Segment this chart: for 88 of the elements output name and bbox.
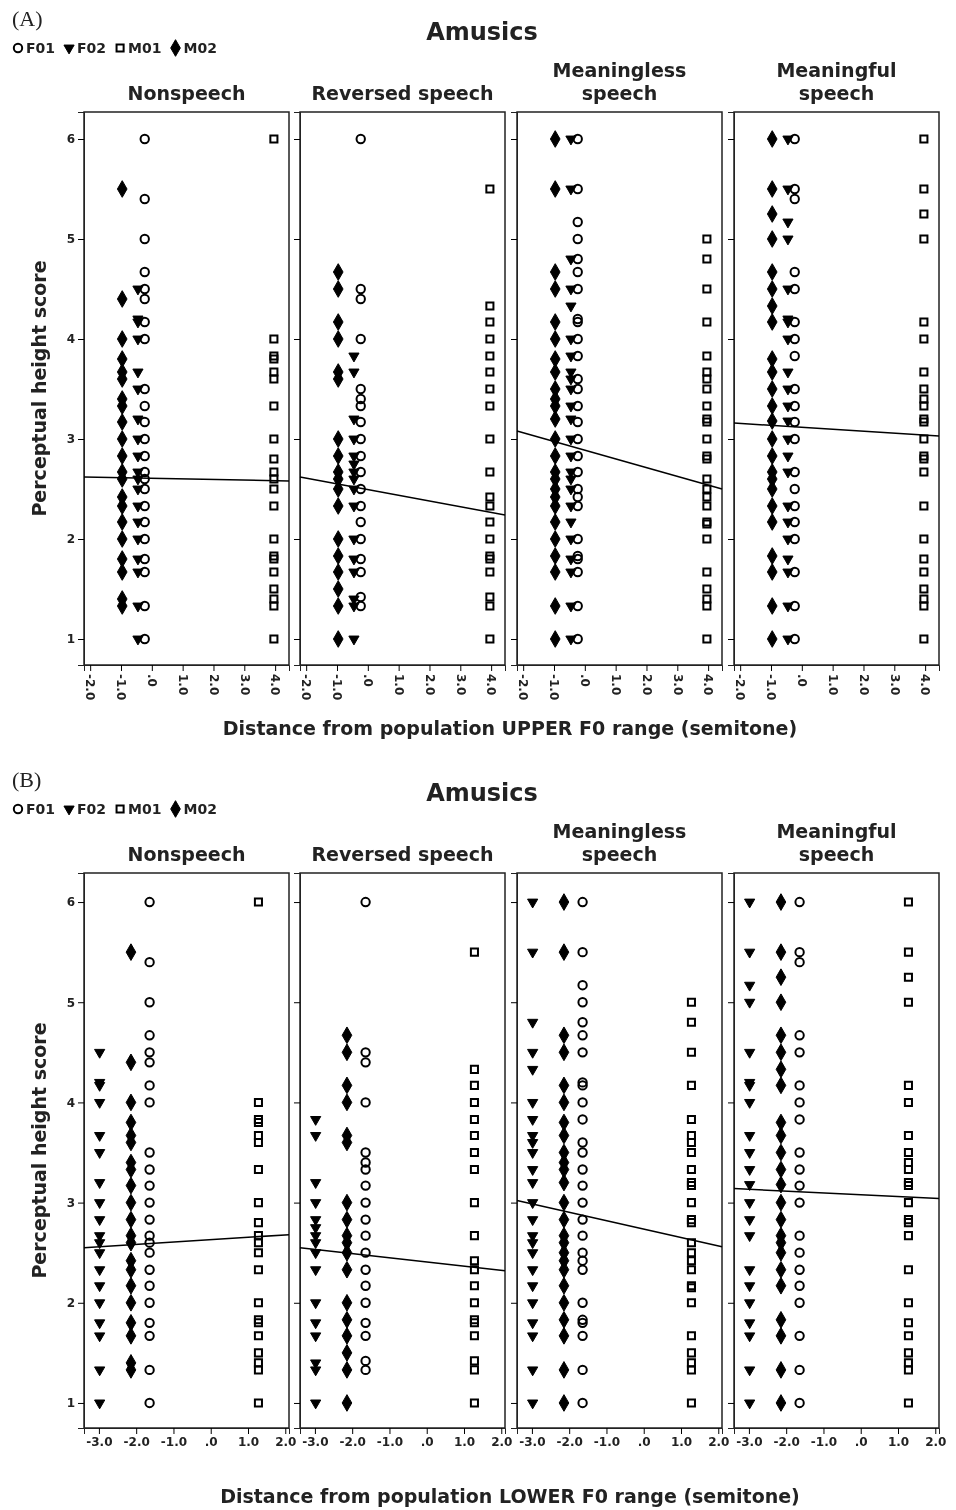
x-tick-label: -1.0 [764,674,779,701]
legend-label: F02 [77,801,107,817]
x-tick-label: -2.0 [773,1434,800,1449]
x-tick-label: 2.0 [275,1434,297,1449]
legend-label: F01 [26,801,56,817]
text: (B) [12,767,42,792]
x-tick-label: -1.0 [593,1434,621,1449]
x-tick-label: -3.0 [736,1434,763,1449]
x-tick-label: -1.0 [330,674,345,701]
chart-subtitle: Meaningful speech [776,820,897,865]
x-tick-label: -3.0 [86,1434,113,1449]
x-tick-label: .0 [361,674,376,687]
x-tick-label: 4.0 [268,674,283,696]
x-tick-label: 2.0 [708,1434,730,1449]
x-tick-label: .0 [795,674,810,687]
x-tick-label: -2.0 [123,1434,150,1449]
legend-label: M01 [128,801,162,817]
y-tick-label: 1 [66,1396,75,1411]
x-tick-label: 4.0 [918,674,933,696]
x-tick-label: 2.0 [639,674,654,696]
y-axis-title: Perceptual height score [28,1022,50,1279]
x-tick-label: 2.0 [925,1434,947,1449]
x-tick-label: -1.0 [547,674,562,701]
x-tick-label: 1.0 [391,674,406,696]
x-tick-label: 1.0 [825,674,840,696]
chart-title: Amusics [426,18,538,46]
chart-subtitle: Meaningless speech [552,820,687,865]
x-axis-title: Distance from population LOWER F0 range (semitone) [220,1485,800,1507]
x-tick-label: 4.0 [484,674,499,696]
y-axis-title: Perceptual height score [28,260,50,517]
x-tick-label: -3.0 [519,1434,546,1449]
text: (A) [12,6,43,31]
x-tick-label: 1.0 [887,1434,910,1449]
chart-subtitle: Nonspeech [127,843,246,865]
y-tick-label: 5 [66,232,75,247]
x-tick-label: .0 [578,674,593,687]
legend-label: F02 [77,40,107,56]
chart-subtitle: Meaningless speech [552,59,687,104]
x-tick-label: 3.0 [670,674,685,696]
legend-label: M02 [183,40,217,56]
x-tick-label: -2.0 [339,1434,366,1449]
x-tick-label: .0 [204,1434,218,1449]
chart-title: Amusics [426,779,538,807]
x-axis-title: Distance from population UPPER F0 range (semitone) [222,717,798,739]
x-tick-label: 4.0 [701,674,716,696]
legend-label: M01 [128,40,162,56]
x-tick-label: 1.0 [670,1434,693,1449]
x-tick-label: 2.0 [856,674,871,696]
x-tick-label: 1.0 [175,674,190,696]
x-tick-label: 3.0 [237,674,252,696]
x-tick-label: -2.0 [733,674,748,701]
y-tick-label: 3 [66,432,75,447]
x-tick-label: 2.0 [422,674,437,696]
x-tick-label: -2.0 [299,674,314,701]
legend-label: F01 [26,40,56,56]
x-tick-label: 1.0 [237,1434,260,1449]
legend-label: M02 [183,801,217,817]
x-tick-label: -2.0 [556,1434,583,1449]
x-tick-label: .0 [637,1434,651,1449]
y-tick-label: 4 [66,1095,75,1110]
x-tick-label: -1.0 [114,674,129,701]
x-tick-label: 1.0 [608,674,623,696]
y-tick-label: 6 [66,895,75,910]
x-tick-label: 3.0 [887,674,902,696]
x-tick-label: -1.0 [160,1434,188,1449]
x-tick-label: -2.0 [83,674,98,701]
y-tick-label: 2 [66,1296,75,1311]
y-tick-label: 5 [66,995,75,1010]
x-tick-label: .0 [145,674,160,687]
x-tick-label: 2.0 [491,1434,513,1449]
x-tick-label: 3.0 [453,674,468,696]
x-tick-label: .0 [420,1434,434,1449]
x-tick-label: -2.0 [516,674,531,701]
x-tick-label: -1.0 [810,1434,838,1449]
x-tick-label: -3.0 [302,1434,329,1449]
x-tick-label: -1.0 [376,1434,404,1449]
y-tick-label: 2 [66,532,75,547]
y-tick-label: 6 [66,132,75,147]
y-tick-label: 4 [66,332,75,347]
x-tick-label: 1.0 [453,1434,476,1449]
x-tick-label: .0 [854,1434,868,1449]
y-tick-label: 1 [66,632,75,647]
x-tick-label: 2.0 [206,674,221,696]
chart-subtitle: Nonspeech [127,82,246,104]
chart-subtitle: Meaningful speech [776,59,897,104]
chart-subtitle: Reversed speech [311,843,494,865]
y-tick-label: 3 [66,1195,75,1210]
chart-subtitle: Reversed speech [311,82,494,104]
